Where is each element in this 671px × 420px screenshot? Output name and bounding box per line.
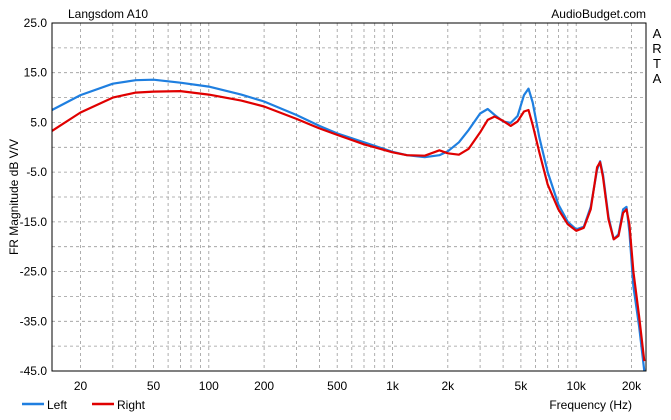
y-tick-label: -35.0 <box>20 314 48 328</box>
grid-lines <box>52 23 646 371</box>
series-right-line <box>51 90 646 362</box>
x-tick-label: 200 <box>254 379 274 393</box>
x-tick-label: 10k <box>567 379 587 393</box>
x-tick-label: 50 <box>147 379 161 393</box>
plot-frame <box>51 22 647 372</box>
y-tick-label: -15.0 <box>20 215 48 229</box>
y-tick-label: -45.0 <box>20 364 48 378</box>
y-axis-label: FR Magnitude dB V/V <box>7 139 21 255</box>
y-tick-label: 5.0 <box>30 115 47 129</box>
source-label: AudioBudget.com <box>551 7 646 21</box>
y-tick-label: 25.0 <box>24 16 48 30</box>
legend-label-left: Left <box>47 398 68 412</box>
x-tick-label: 20 <box>74 379 88 393</box>
legend: Left Right <box>22 398 146 412</box>
x-tick-label: 100 <box>199 379 219 393</box>
y-tick-label: -25.0 <box>20 265 48 279</box>
chart-title: Langsdom A10 <box>68 7 148 21</box>
legend-label-right: Right <box>117 398 146 412</box>
x-tick-label: 5k <box>515 379 529 393</box>
x-tick-label: 500 <box>327 379 347 393</box>
series-layer <box>51 78 646 372</box>
y-tick-label: 15.0 <box>24 66 48 80</box>
x-tick-label: 20k <box>622 379 642 393</box>
x-tick-labels: 20 50 100 200 500 1k 2k 5k 10k 20k <box>74 379 642 393</box>
x-tick-label: 2k <box>441 379 455 393</box>
x-axis-label: Frequency (Hz) <box>549 398 632 412</box>
x-tick-label: 1k <box>386 379 400 393</box>
y-tick-label: -5.0 <box>26 165 47 179</box>
y-tick-labels: 25.0 15.0 5.0 -5.0 -15.0 -25.0 -35.0 -45.0 <box>20 16 48 378</box>
